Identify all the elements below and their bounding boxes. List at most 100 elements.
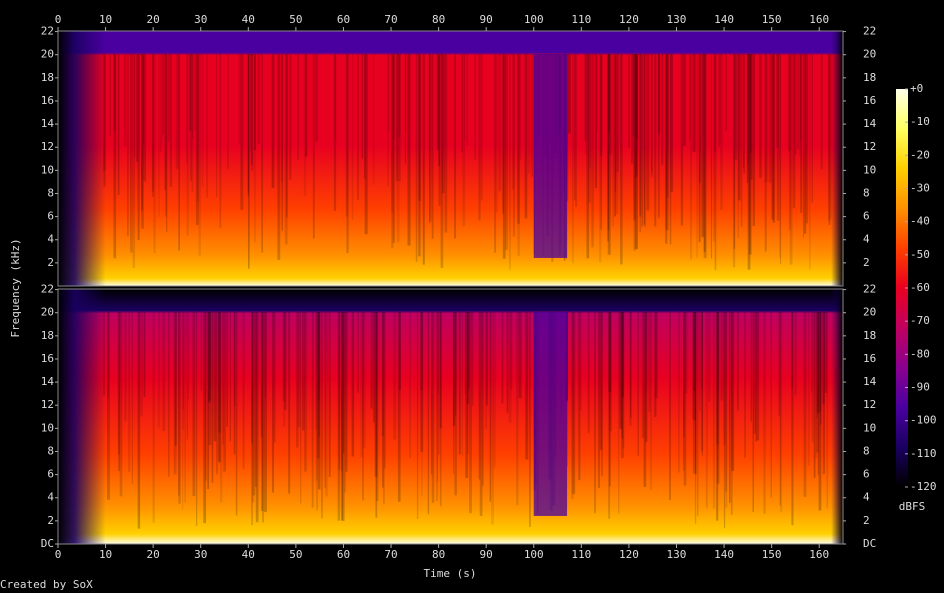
spectrogram-stripe <box>441 53 445 194</box>
spectrogram-stripe <box>695 311 697 475</box>
spectrogram-stripe <box>317 311 320 459</box>
x-tick-label: 60 <box>337 13 350 26</box>
spectrogram-stripe <box>192 53 194 139</box>
spectrogram-stripe <box>637 311 639 456</box>
spectrogram-stripe <box>787 53 791 152</box>
spectrogram-stripe <box>792 53 796 209</box>
spectrogram-stripe <box>208 311 211 400</box>
spectrogram <box>58 289 843 544</box>
spectrogram-stripe <box>619 311 622 430</box>
spectrogram-stripe <box>788 53 791 230</box>
spectrogram-stripe <box>360 311 363 458</box>
spectrogram-stripe <box>501 311 504 404</box>
x-tick-label: 10 <box>99 13 112 26</box>
spectrogram-stripe <box>140 311 143 417</box>
spectrogram-stripe <box>608 53 612 155</box>
spectrogram-stripe <box>184 311 186 503</box>
spectrogram-stripe <box>247 53 249 197</box>
spectrogram-stripe <box>271 53 275 189</box>
spectrogram-stripe <box>700 311 704 452</box>
spectrogram-stripe <box>519 53 522 160</box>
spectrogram-stripe <box>428 53 431 152</box>
spectrogram-stripe <box>325 311 328 497</box>
spectrogram-stripe <box>618 311 620 514</box>
spectrogram-stripe <box>809 53 811 270</box>
x-tick-label: 130 <box>667 548 687 561</box>
spectrogram-stripe <box>525 311 529 460</box>
spectrogram-stripe <box>666 53 670 199</box>
spectrogram-stripe <box>478 311 481 480</box>
spectrogram-stripe <box>677 311 680 473</box>
spectrogram-stripe <box>712 311 716 509</box>
spectrogram-stripe <box>418 53 421 202</box>
spectrogram-stripe <box>802 53 805 238</box>
spectrogram-stripe <box>465 311 469 479</box>
spectrogram-stripe <box>261 311 264 512</box>
spectrogram-stripe <box>461 311 463 456</box>
y-tick-label: 16 <box>41 352 54 365</box>
spectrogram-stripe <box>720 311 724 401</box>
spectrogram-stripe <box>747 53 751 270</box>
colorbar-tick-label: -90 <box>910 381 930 394</box>
spectrogram-stripe <box>286 53 288 218</box>
spectrogram-stripe <box>439 311 442 507</box>
spectrogram-stripe <box>743 53 745 174</box>
spectrogram-stripe <box>651 53 653 177</box>
y-tick-label: 6 <box>47 468 54 481</box>
spectrogram-stripe <box>454 53 457 239</box>
spectrogram-stripe <box>635 53 638 177</box>
y-tick-label: 14 <box>41 375 55 388</box>
spectrogram-stripe <box>701 311 703 389</box>
spectrogram-stripe <box>227 53 229 169</box>
x-tick-label: 80 <box>432 13 445 26</box>
spectrogram-stripe <box>466 53 468 146</box>
spectrogram-stripe <box>143 53 145 144</box>
spectrogram-stripe <box>799 53 801 156</box>
spectrogram-stripe <box>694 311 697 524</box>
spectrogram-stripe <box>471 311 474 406</box>
x-tick-label: 0 <box>55 13 62 26</box>
spectrogram-stripe <box>682 311 685 471</box>
spectrogram-stripe <box>510 311 513 390</box>
spectrogram-stripe <box>200 311 203 391</box>
spectrogram-stripe <box>496 53 498 213</box>
spectrogram-stripe <box>397 311 401 502</box>
spectrogram-stripe <box>452 311 455 474</box>
spectrogram-stripe <box>132 53 136 268</box>
spectrogram-stripe <box>436 311 438 502</box>
spectrogram-stripe <box>216 53 218 198</box>
spectrogram-stripe <box>688 53 691 140</box>
spectrogram-stripe <box>776 53 779 148</box>
spectrogram-stripe <box>567 53 571 134</box>
spectrogram-stripe <box>415 53 418 262</box>
colorbar-tick-label: -70 <box>910 314 930 327</box>
spectrogram-stripe <box>502 53 504 214</box>
y-tick-label: 4 <box>47 491 54 504</box>
spectrogram-stripe <box>599 53 603 156</box>
y-tick-label: 20 <box>863 306 876 319</box>
spectrogram-stripe <box>429 53 432 222</box>
spectrogram-stripe <box>190 53 192 182</box>
x-tick-label: 60 <box>337 548 350 561</box>
spectrogram-stripe <box>213 311 217 442</box>
spectrogram-stripe <box>508 53 511 270</box>
spectrogram-stripe <box>372 311 375 423</box>
spectrogram-stripe <box>803 53 807 234</box>
y-tick-label: 10 <box>41 421 54 434</box>
spectrogram-stripe <box>247 53 250 269</box>
y-tick-label: 2 <box>47 514 54 527</box>
spectrogram-stripe <box>152 311 155 523</box>
x-axis-label: Time (s) <box>424 567 477 580</box>
spectrogram-stripe <box>431 53 434 240</box>
x-tick-label: 120 <box>619 13 639 26</box>
spectrogram-stripe <box>826 311 829 509</box>
spectrogram-stripe <box>493 311 496 468</box>
spectrogram-stripe <box>779 311 782 506</box>
spectrogram-stripe <box>260 311 263 437</box>
spectrogram-stripe <box>375 311 378 518</box>
y-tick-label: 20 <box>41 306 54 319</box>
spectrogram-stripe <box>127 53 129 237</box>
y-tick-label: 8 <box>47 186 54 199</box>
spectrogram-stripe <box>508 311 512 423</box>
spectrogram-stripe <box>106 311 110 500</box>
